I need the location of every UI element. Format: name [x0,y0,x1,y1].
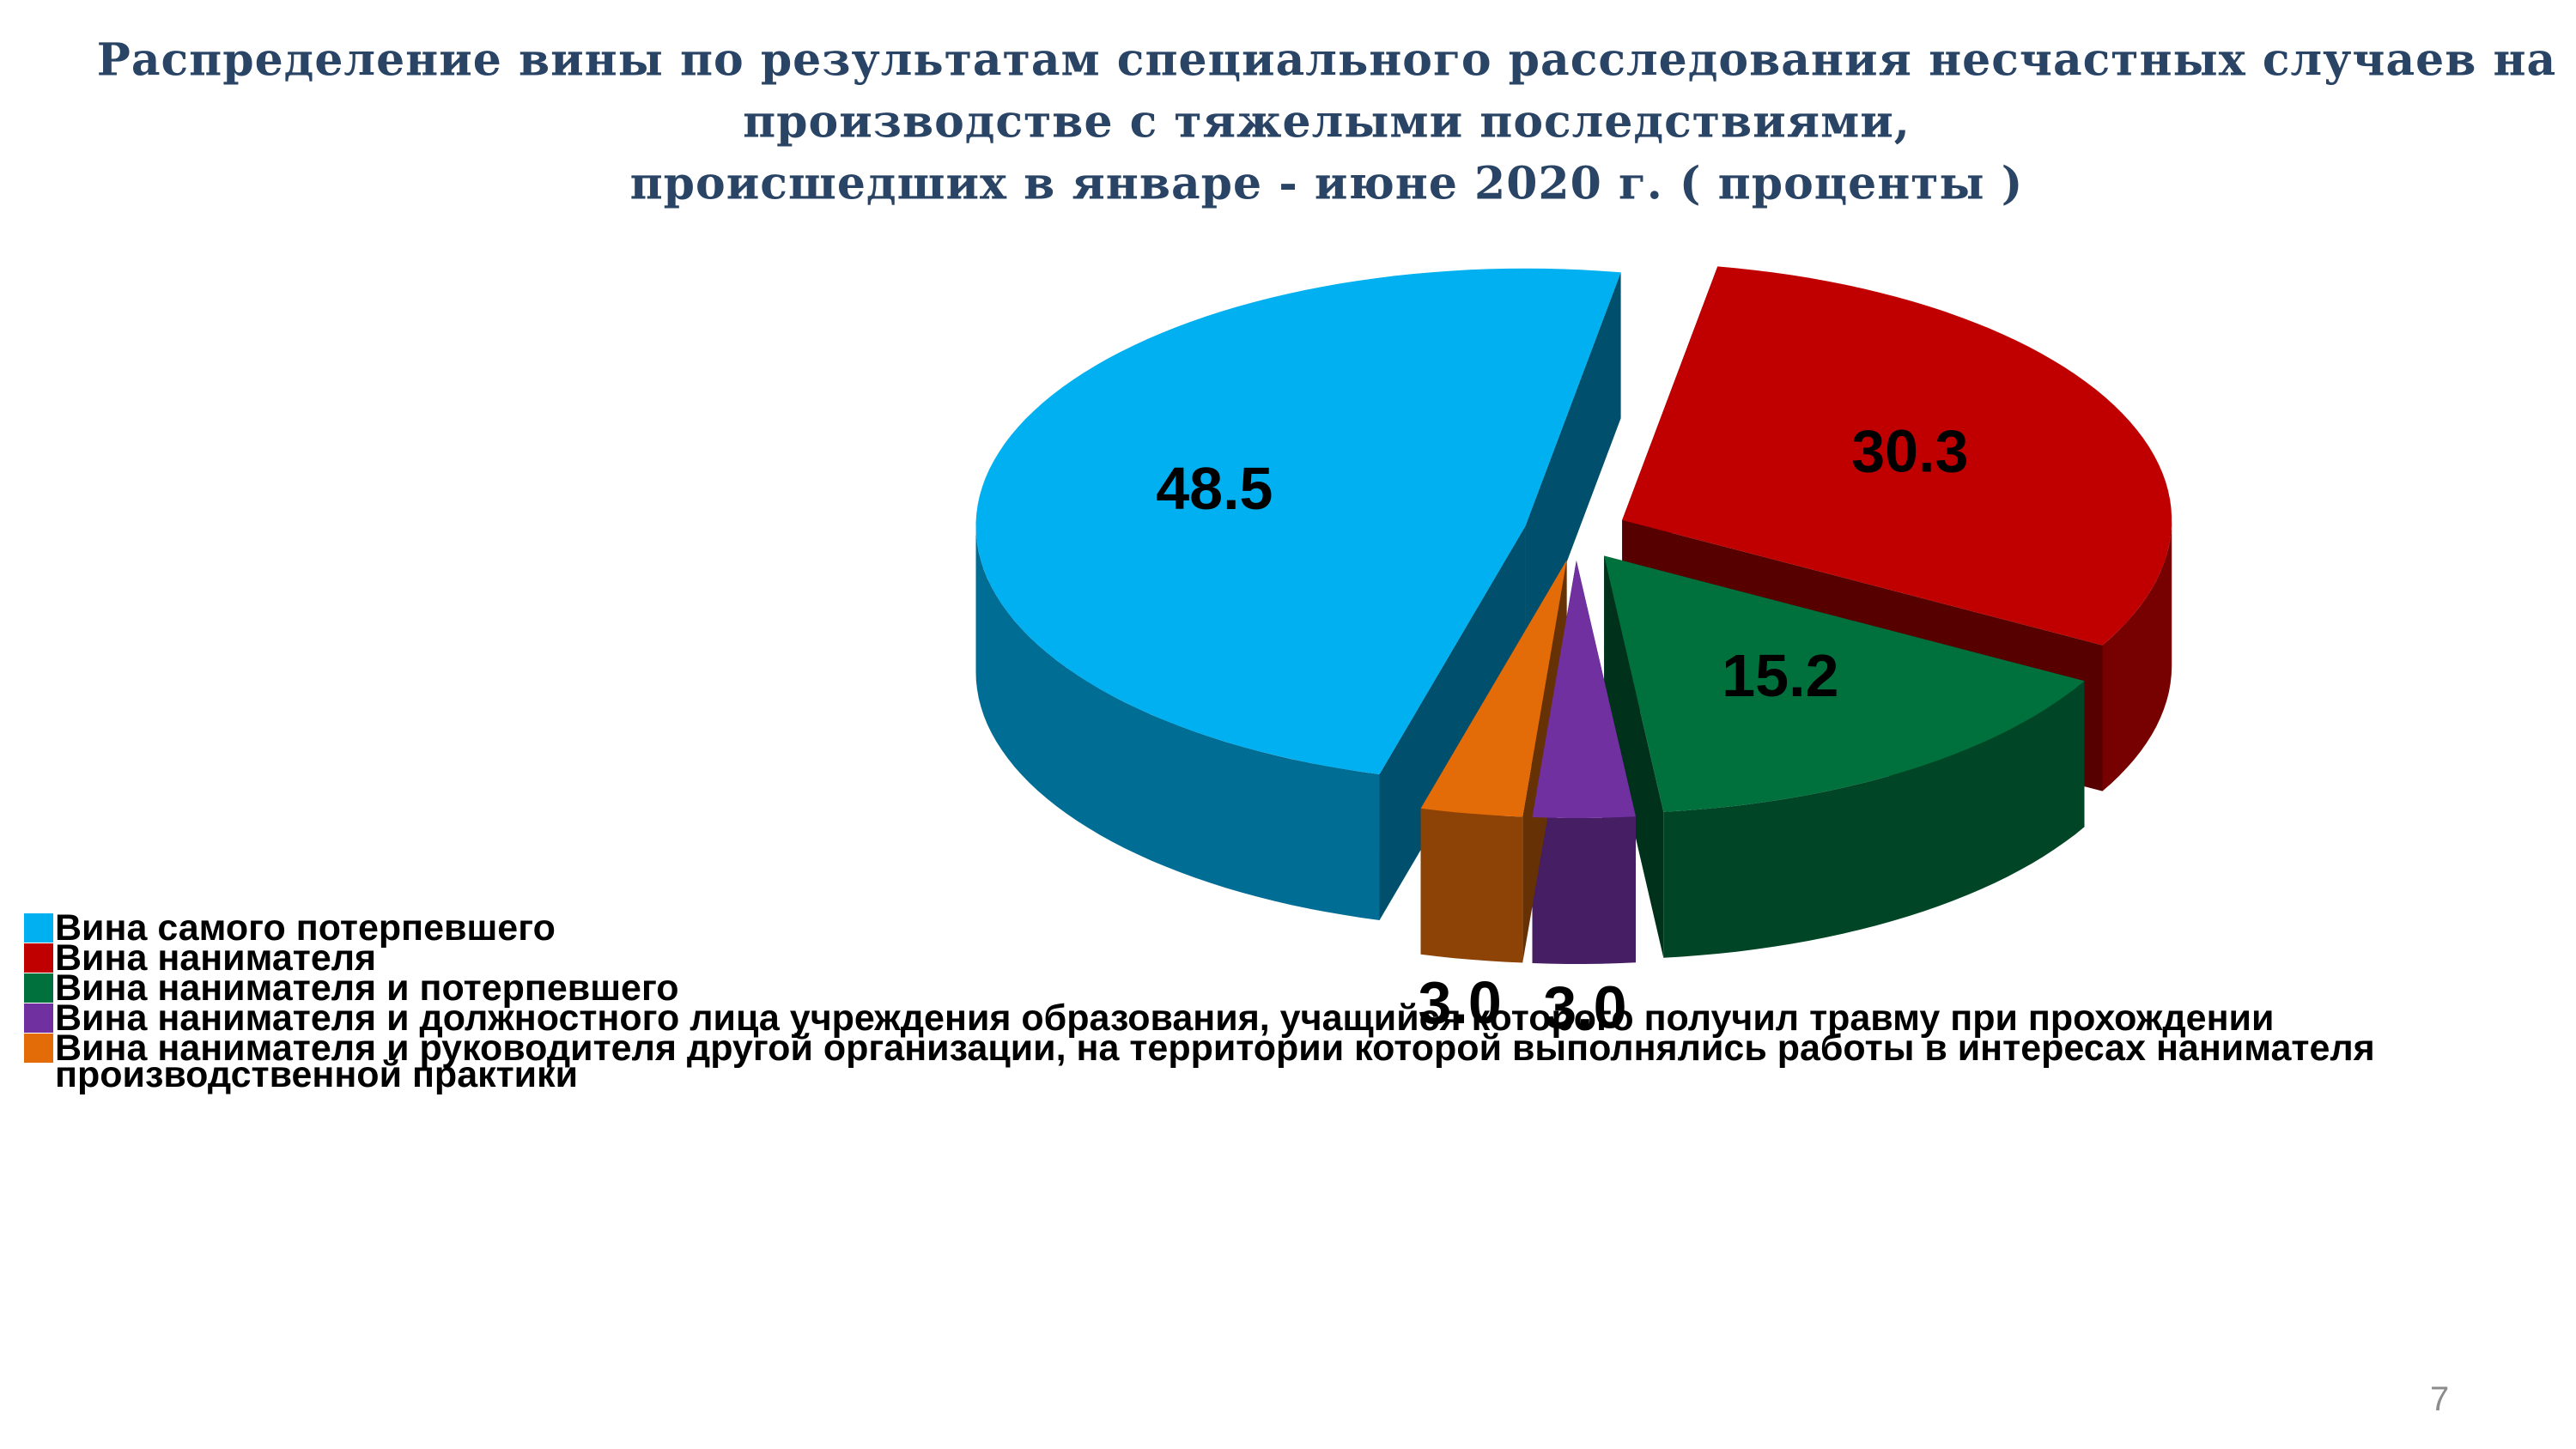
data-label: 15.2 [1722,642,1838,709]
legend-label: Вина нанимателя и должностного лица учре… [55,997,2275,1095]
slice-wall [1532,816,1636,964]
slice-tops [975,266,2172,818]
legend-swatch [24,943,53,973]
legend-entry: Вина нанимателя [24,930,2411,986]
legend-entry: Вина нанимателя и потерпевшего [24,960,2411,1016]
legend-swatch [24,1034,53,1063]
slice-side [1604,555,1664,958]
legend-swatch [24,1003,53,1033]
legend-entry: Вина самого потерпевшего [24,900,2411,956]
pie-slice [1532,560,1636,818]
chart-title: происшедших в январе - июне 2020 г. ( пр… [630,158,2024,210]
pie-slice [1420,560,1567,817]
legend-label: Вина нанимателя [55,937,377,979]
slice-side [1525,272,1621,672]
chart-title: Распределение вины по результатам специа… [97,34,2557,87]
pie-slice [1622,266,2172,646]
legend-label: Вина самого потерпевшего [55,907,556,949]
data-label: 48.5 [1156,455,1273,522]
legend-entry: Вина нанимателя и должностного лица учре… [24,990,2411,1103]
slice-wall [2102,519,2172,791]
legend-swatch [24,973,53,1003]
data-label: 3.0 [1418,969,1501,1036]
legend-entry: Вина нанимателя и руководителя другой ор… [24,1020,2411,1076]
slice-wall [1663,681,2085,958]
data-label: 3.0 [1543,973,1626,1040]
slice-side [1379,525,1526,920]
chart-title: производстве с тяжелыми последствиями, [743,96,1911,149]
page-number: 7 [2430,1380,2450,1418]
legend-label: Вина нанимателя и руководителя другой ор… [55,1028,2375,1069]
pie-slice [975,268,1621,774]
pie-slice [1604,555,2085,812]
legend-swatch [24,913,53,943]
slice-wall [975,525,1380,920]
slice-wall [1420,808,1523,963]
data-label: 30.3 [1851,417,1968,484]
legend-label: Вина нанимателя и потерпевшего [55,967,679,1009]
